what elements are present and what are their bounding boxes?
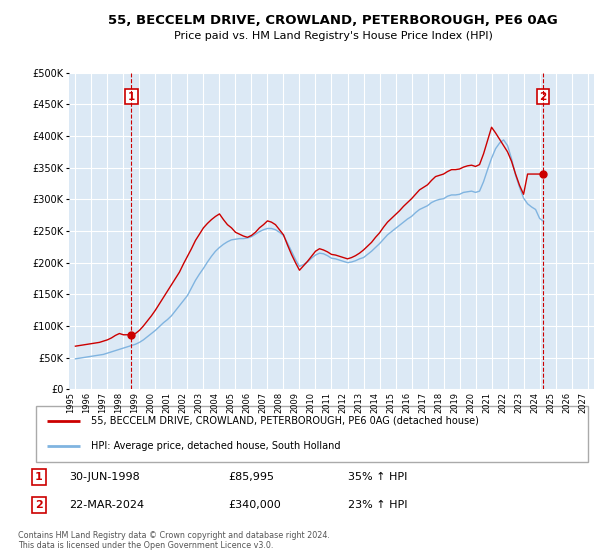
Text: 2: 2 xyxy=(35,500,43,510)
Text: 2004: 2004 xyxy=(211,392,220,413)
Text: 2023: 2023 xyxy=(515,392,524,413)
Text: 2011: 2011 xyxy=(323,392,331,413)
Text: Price paid vs. HM Land Registry's House Price Index (HPI): Price paid vs. HM Land Registry's House … xyxy=(173,31,493,41)
Text: £340,000: £340,000 xyxy=(228,500,281,510)
Text: 2003: 2003 xyxy=(194,392,203,413)
Text: 35% ↑ HPI: 35% ↑ HPI xyxy=(348,472,407,482)
Text: 2017: 2017 xyxy=(419,392,428,413)
Text: 2021: 2021 xyxy=(482,392,491,413)
Text: 2: 2 xyxy=(539,92,547,102)
Text: 2027: 2027 xyxy=(578,392,587,413)
Text: 2022: 2022 xyxy=(499,392,508,413)
Text: 55, BECCELM DRIVE, CROWLAND, PETERBOROUGH, PE6 0AG (detached house): 55, BECCELM DRIVE, CROWLAND, PETERBOROUG… xyxy=(91,416,479,426)
Text: 2001: 2001 xyxy=(163,392,172,413)
Text: 2010: 2010 xyxy=(307,392,316,413)
Text: 2000: 2000 xyxy=(146,392,155,413)
Text: £85,995: £85,995 xyxy=(228,472,274,482)
Text: 23% ↑ HPI: 23% ↑ HPI xyxy=(348,500,407,510)
Text: 2008: 2008 xyxy=(274,392,283,413)
Text: 1997: 1997 xyxy=(98,392,107,413)
Text: 2026: 2026 xyxy=(563,392,572,413)
Text: 22-MAR-2024: 22-MAR-2024 xyxy=(69,500,144,510)
Text: 2018: 2018 xyxy=(434,392,443,413)
Text: 1996: 1996 xyxy=(82,392,91,413)
Text: 2009: 2009 xyxy=(290,392,299,413)
Text: 1: 1 xyxy=(35,472,43,482)
Text: 2025: 2025 xyxy=(547,392,556,413)
Text: 2014: 2014 xyxy=(371,392,380,413)
Text: 2007: 2007 xyxy=(259,392,268,413)
Text: 2013: 2013 xyxy=(355,392,364,413)
Text: 2006: 2006 xyxy=(242,392,251,413)
Text: 1: 1 xyxy=(128,92,135,102)
Text: 2015: 2015 xyxy=(386,392,395,413)
Text: 30-JUN-1998: 30-JUN-1998 xyxy=(69,472,140,482)
Text: 2020: 2020 xyxy=(467,392,476,413)
Text: 55, BECCELM DRIVE, CROWLAND, PETERBOROUGH, PE6 0AG: 55, BECCELM DRIVE, CROWLAND, PETERBOROUG… xyxy=(108,14,558,27)
Text: 1995: 1995 xyxy=(67,392,76,413)
Text: Contains HM Land Registry data © Crown copyright and database right 2024.
This d: Contains HM Land Registry data © Crown c… xyxy=(18,531,330,550)
Text: 1998: 1998 xyxy=(115,392,124,413)
Text: 2002: 2002 xyxy=(178,392,187,413)
Text: 1999: 1999 xyxy=(130,392,139,413)
Text: 2019: 2019 xyxy=(451,392,460,413)
Text: 2024: 2024 xyxy=(530,392,539,413)
Text: HPI: Average price, detached house, South Holland: HPI: Average price, detached house, Sout… xyxy=(91,441,341,451)
FancyBboxPatch shape xyxy=(36,406,588,462)
Text: 2016: 2016 xyxy=(403,392,412,413)
Text: 2005: 2005 xyxy=(226,392,235,413)
Text: 2012: 2012 xyxy=(338,392,347,413)
